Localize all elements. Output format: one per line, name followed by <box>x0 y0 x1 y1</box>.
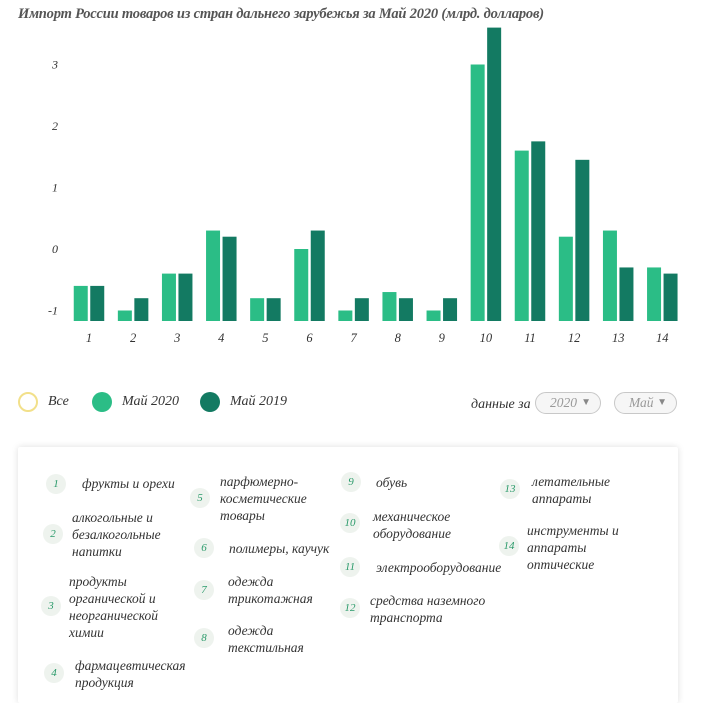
x-tick-label: 8 <box>395 331 402 345</box>
bar-may-2020-10[interactable] <box>470 64 485 322</box>
x-tick-label: 14 <box>656 331 669 345</box>
category-label: одежда текстильная <box>228 623 304 655</box>
category-label: фармацевтическая продукция <box>75 658 186 690</box>
category-number: 3 <box>41 596 61 616</box>
category-label: электрооборудование <box>376 560 502 575</box>
bar-may-2020-8[interactable] <box>382 292 397 321</box>
bar-may-2019-13[interactable] <box>619 267 634 321</box>
bar-may-2019-6[interactable] <box>310 230 325 321</box>
bar-may-2020-12[interactable] <box>558 236 573 321</box>
category-label: обувь <box>376 475 408 490</box>
bar-may-2020-4[interactable] <box>206 230 221 321</box>
category-number: 2 <box>43 524 63 544</box>
category-label: летательные аппараты <box>532 474 610 506</box>
category-label: алкогольные и безалкогольные напитки <box>72 510 161 559</box>
bar-may-2019-11[interactable] <box>531 141 546 321</box>
year-select[interactable]: 2020 ▼ <box>535 392 601 414</box>
category-label: полимеры, каучук <box>229 541 330 556</box>
month-select-value: Май <box>629 395 654 410</box>
legend-item-may-2019[interactable]: Май 2019 <box>200 392 287 412</box>
category-label: фрукты и орехи <box>82 476 175 491</box>
filter-label: данные за <box>471 397 531 412</box>
bar-may-2020-13[interactable] <box>602 230 617 321</box>
x-tick-label: 6 <box>306 331 313 345</box>
category-number: 10 <box>340 513 360 533</box>
bar-may-2019-3[interactable] <box>178 273 193 321</box>
category-number: 12 <box>340 598 360 618</box>
x-tick-label: 3 <box>173 331 180 345</box>
category-label: инструменты и аппараты оптические <box>527 523 619 572</box>
category-number: 4 <box>44 663 64 683</box>
legend-may-2019-marker <box>200 392 220 412</box>
bar-may-2020-3[interactable] <box>161 273 176 321</box>
chevron-down-icon: ▼ <box>657 397 667 408</box>
bar-may-2019-8[interactable] <box>398 298 413 321</box>
category-number: 8 <box>194 628 214 648</box>
y-tick-label: 1 <box>52 181 58 195</box>
legend-item-may-2020[interactable]: Май 2020 <box>92 392 179 412</box>
year-select-value: 2020 <box>550 395 577 410</box>
category-number: 14 <box>499 536 519 556</box>
category-number: 5 <box>190 488 210 508</box>
x-tick-label: 9 <box>439 331 446 345</box>
x-tick-label: 4 <box>218 331 224 345</box>
category-label: механическое оборудование <box>373 509 451 541</box>
bar-may-2019-12[interactable] <box>575 159 590 321</box>
bar-may-2020-14[interactable] <box>647 267 662 321</box>
legend-may-2019-label: Май 2019 <box>230 394 287 409</box>
x-tick-label: 13 <box>612 331 625 345</box>
x-tick-label: 2 <box>130 331 136 345</box>
category-number: 13 <box>500 479 520 499</box>
y-tick-label: 0 <box>52 242 58 256</box>
series-legend: Все Май 2020 Май 2019 <box>0 390 711 420</box>
legend-all-marker <box>18 392 38 412</box>
category-label: продукты органической и неорганической х… <box>69 574 159 640</box>
category-number: 11 <box>340 557 360 577</box>
bar-may-2019-10[interactable] <box>487 27 502 321</box>
category-number: 1 <box>46 474 66 494</box>
legend-may-2020-label: Май 2020 <box>122 394 179 409</box>
x-tick-label: 10 <box>480 331 493 345</box>
bar-may-2019-2[interactable] <box>134 298 149 321</box>
category-label: средства наземного транспорта <box>370 593 486 625</box>
category-legend: 1 фрукты и орехи 2 алкогольные и безалко… <box>18 447 678 703</box>
bar-may-2019-9[interactable] <box>443 298 458 321</box>
x-tick-label: 11 <box>524 331 536 345</box>
bar-may-2020-6[interactable] <box>294 249 309 321</box>
category-number: 9 <box>341 472 361 492</box>
y-tick-label: 3 <box>51 58 58 72</box>
category-label: одежда трикотажная <box>228 574 313 606</box>
y-tick-label: -1 <box>48 304 58 318</box>
category-number: 7 <box>194 580 214 600</box>
bar-may-2019-7[interactable] <box>354 298 369 321</box>
legend-item-all[interactable]: Все <box>18 392 69 412</box>
category-number: 6 <box>194 538 214 558</box>
x-tick-label: 5 <box>262 331 268 345</box>
bar-may-2019-4[interactable] <box>222 236 237 321</box>
bar-may-2020-2[interactable] <box>117 310 132 322</box>
chevron-down-icon: ▼ <box>581 397 591 408</box>
bar-may-2020-7[interactable] <box>338 310 353 322</box>
y-tick-label: 2 <box>52 119 58 133</box>
chart-title: Импорт России товаров из стран дальнего … <box>18 6 544 22</box>
month-select[interactable]: Май ▼ <box>614 392 677 414</box>
bar-may-2019-14[interactable] <box>663 273 678 321</box>
x-tick-label: 12 <box>568 331 581 345</box>
bar-may-2020-9[interactable] <box>426 310 441 322</box>
legend-may-2020-marker <box>92 392 112 412</box>
x-tick-label: 1 <box>86 331 92 345</box>
bar-may-2020-5[interactable] <box>250 298 265 321</box>
x-tick-label: 7 <box>350 331 357 345</box>
bar-may-2019-5[interactable] <box>266 298 281 321</box>
bar-may-2020-1[interactable] <box>73 285 88 321</box>
bar-may-2020-11[interactable] <box>514 150 529 321</box>
category-label: парфюмерно-косметические товары <box>220 474 307 523</box>
bar-may-2019-1[interactable] <box>90 285 105 321</box>
legend-all-label: Все <box>48 394 69 409</box>
